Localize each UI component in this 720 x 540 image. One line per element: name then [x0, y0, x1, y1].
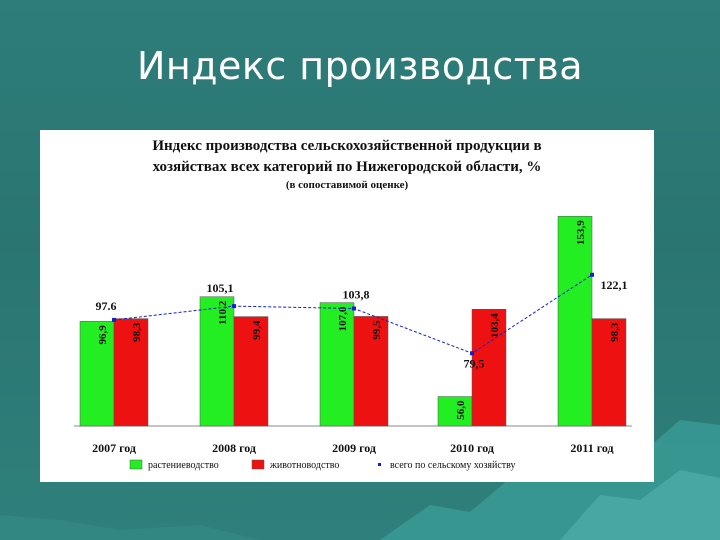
slide-title: Индекс производства	[136, 44, 584, 88]
chart-title-line1: Индекс производства сельскохозяйственной…	[152, 138, 542, 154]
legend-swatch-crop	[129, 459, 143, 470]
crop-bar-3	[319, 302, 355, 427]
legend-label-total: всего по сельскому хозяйству	[390, 460, 516, 471]
crop-value-label-2: 110,2	[217, 300, 229, 325]
chart-plot: 96,9 98,3 2007 год 110,2 99,4 2008 год 107,0 99…	[74, 215, 632, 471]
crop-value-label-3: 107,0	[337, 306, 349, 331]
total-value-label-1: 97.6	[96, 299, 117, 313]
livestock-value-label-3: 99,5	[371, 320, 383, 340]
livestock-bar-4	[471, 308, 507, 427]
crop-value-label-5: 153,9	[575, 220, 587, 245]
total-value-label-5: 122,1	[601, 278, 628, 292]
chart-title-line2: хозяйствах всех категорий по Нижегородск…	[152, 159, 542, 175]
category-label-5: 2011 год	[570, 441, 613, 455]
legend-label-crop: растениеводство	[148, 460, 219, 471]
crop-bar-4	[437, 396, 473, 427]
total-point-4	[470, 351, 474, 356]
total-point-5	[590, 272, 594, 277]
total-value-label-3: 103,8	[343, 288, 370, 302]
crop-value-label-4: 56,0	[455, 400, 467, 420]
crop-bar-5	[557, 215, 593, 427]
chart-subtitle: (в сопоставимой оценке)	[285, 179, 409, 191]
crop-value-label-1: 96,9	[97, 325, 109, 345]
legend-label-livestock: животноводство	[269, 460, 339, 471]
livestock-value-label-2: 99,4	[251, 320, 263, 340]
total-value-label-4: 79,5	[464, 356, 485, 370]
livestock-bar-2	[233, 316, 269, 427]
crop-bar-2	[199, 296, 235, 427]
legend-swatch-total	[378, 463, 381, 466]
total-point-2	[232, 304, 236, 309]
livestock-value-label-5: 98,3	[609, 322, 621, 342]
total-point-3	[352, 306, 356, 311]
legend-swatch-livestock	[251, 459, 265, 470]
livestock-bar-3	[353, 316, 389, 427]
category-label-3: 2009 год	[332, 441, 376, 455]
chart-panel: Индекс производства сельскохозяйственной…	[40, 130, 654, 482]
category-label-4: 2010 год	[450, 441, 494, 455]
livestock-value-label-4: 103,4	[489, 313, 501, 338]
category-label-1: 2007 год	[92, 441, 136, 455]
category-label-2: 2008 год	[212, 441, 256, 455]
livestock-bar-5	[591, 318, 627, 427]
total-point-1	[112, 317, 116, 322]
livestock-value-label-1: 98,3	[131, 322, 143, 342]
livestock-bar-1	[113, 318, 149, 427]
total-value-label-2: 105,1	[207, 281, 234, 295]
